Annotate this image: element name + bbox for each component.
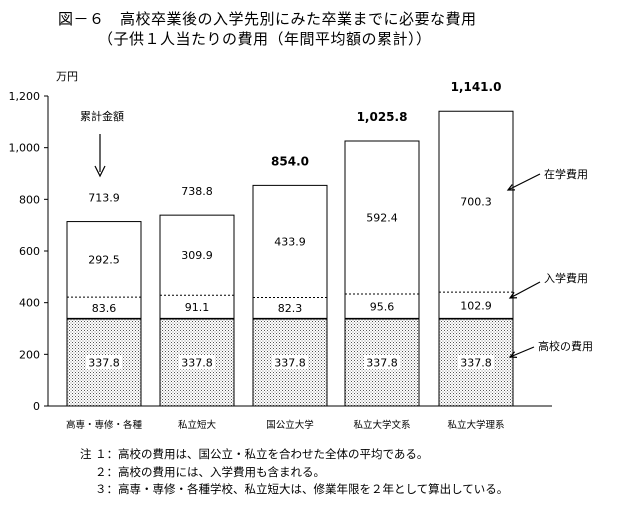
segment-value-label: 292.5 bbox=[88, 253, 120, 266]
bar-outline bbox=[438, 110, 514, 407]
y-tick-label: 1,200 bbox=[9, 90, 41, 103]
bar-segment bbox=[439, 292, 513, 319]
bar-total-label: 1,141.0 bbox=[451, 80, 502, 94]
bar-total-label: 1,025.8 bbox=[357, 110, 408, 124]
segment-value-label: 337.8 bbox=[366, 356, 398, 369]
arrow-line bbox=[509, 346, 535, 358]
x-category-label: 高専・専修・各種 bbox=[66, 419, 143, 431]
bar-segment bbox=[439, 111, 513, 293]
segment-label-bg bbox=[86, 355, 122, 370]
segment-label-bg bbox=[458, 355, 494, 370]
segment-value-label: 102.9 bbox=[460, 299, 492, 312]
x-category-label: 国公立大学 bbox=[266, 419, 314, 431]
y-tick-label: 1,000 bbox=[9, 142, 41, 155]
segment-value-label: 337.8 bbox=[88, 356, 120, 369]
segment-value-label: 337.8 bbox=[274, 356, 306, 369]
segment-value-label: 91.1 bbox=[185, 301, 210, 314]
annotation-cumulative: 累計金額 bbox=[80, 109, 124, 123]
segment-value-label: 592.4 bbox=[366, 212, 398, 225]
chart-title-line2: （子供１人当たりの費用（年間平均額の累計）） bbox=[98, 30, 432, 48]
segment-value-label: 82.3 bbox=[278, 302, 303, 315]
arrow-head-cumulative bbox=[94, 165, 106, 178]
bar-segment bbox=[67, 221, 141, 298]
bar-outline bbox=[344, 140, 420, 407]
bar-total-label: 738.8 bbox=[181, 185, 213, 198]
x-category-label: 私立大学理系 bbox=[447, 419, 504, 431]
bar-segment bbox=[345, 141, 419, 295]
bar-segment bbox=[160, 215, 234, 296]
bar-segment bbox=[253, 297, 327, 319]
y-tick-label: 600 bbox=[19, 245, 40, 258]
footnote-2: ２：高校の費用には、入学費用も含まれる。 bbox=[95, 464, 325, 479]
footnotes: 注 １：高校の費用は、国公立・私立を合わせた全体の平均である。 ２：高校の費用に… bbox=[80, 446, 508, 499]
segment-label-bg bbox=[364, 355, 400, 370]
bar-outline bbox=[159, 214, 235, 407]
arrow-line bbox=[507, 173, 541, 191]
arrow-head bbox=[508, 351, 518, 358]
segment-value-label: 337.8 bbox=[181, 356, 213, 369]
segment-value-label: 700.3 bbox=[460, 196, 492, 209]
arrow-head bbox=[508, 291, 518, 299]
annotation-in-school: 在学費用 bbox=[544, 167, 588, 181]
x-category-label: 私立大学文系 bbox=[353, 419, 410, 431]
segment-value-label: 95.6 bbox=[370, 300, 395, 313]
bar-segment bbox=[160, 295, 234, 319]
annotation-highschool: 高校の費用 bbox=[538, 339, 593, 353]
arrow-line bbox=[509, 281, 541, 299]
segment-label-bg bbox=[272, 355, 308, 370]
bar-segment bbox=[67, 297, 141, 319]
bar-total-label: 854.0 bbox=[271, 154, 309, 168]
segment-value-label: 337.8 bbox=[460, 356, 492, 369]
bar-outline bbox=[66, 221, 142, 407]
y-tick-label: 800 bbox=[19, 193, 40, 206]
footnote-1: 注 １：高校の費用は、国公立・私立を合わせた全体の平均である。 bbox=[80, 447, 429, 461]
bar-segment bbox=[253, 185, 327, 298]
bar-segment bbox=[345, 294, 419, 319]
y-tick-label: 0 bbox=[33, 400, 40, 413]
y-tick-label: 200 bbox=[19, 348, 40, 361]
bar-total-label: 713.9 bbox=[88, 192, 120, 205]
segment-value-label: 83.6 bbox=[92, 302, 117, 315]
bar-outline bbox=[252, 184, 328, 407]
arrow-head bbox=[506, 184, 516, 191]
segment-label-bg bbox=[179, 355, 215, 370]
chart-title-line1: 図－６ 高校卒業後の入学先別にみた卒業までに必要な費用 bbox=[58, 10, 477, 28]
annotation-entrance: 入学費用 bbox=[544, 271, 588, 285]
segment-value-label: 309.9 bbox=[181, 249, 213, 262]
footnote-3: ３：高専・専修・各種学校、私立短大は、修業年限を２年として算出している。 bbox=[95, 482, 509, 496]
y-axis-unit-label: 万円 bbox=[56, 70, 78, 83]
x-category-label: 私立短大 bbox=[178, 419, 217, 431]
segment-value-label: 433.9 bbox=[274, 235, 306, 248]
y-tick-label: 400 bbox=[19, 297, 40, 310]
